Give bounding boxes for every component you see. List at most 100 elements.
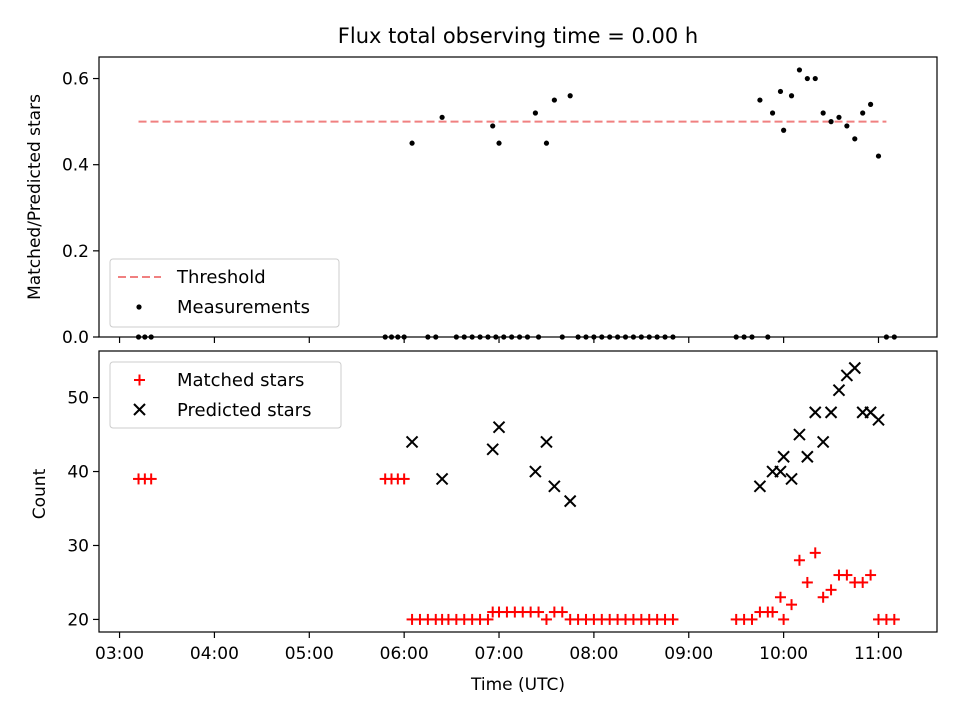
bottom-ylabel: Count	[30, 468, 50, 519]
matched-star-point	[774, 591, 786, 603]
matched-star-point	[778, 613, 790, 625]
bottom-xlabel: Time (UTC)	[470, 675, 565, 695]
measurement-point	[670, 334, 676, 340]
measurement-point	[836, 114, 842, 120]
top-yticks: 0.0 0.2 0.4 0.6	[62, 70, 99, 348]
predicted-star-point	[435, 472, 449, 486]
matched-star-point	[746, 613, 758, 625]
predicted-star-point	[563, 494, 577, 508]
measurement-point	[875, 153, 882, 159]
predicted-star-point	[801, 450, 814, 463]
measurement-point	[788, 93, 795, 99]
bottom-xtick-label: 10:00	[759, 644, 808, 664]
matched-star-point	[793, 554, 805, 566]
measurement-point	[567, 93, 573, 99]
bottom-xtick-label: 11:00	[854, 644, 903, 664]
measurement-point	[638, 334, 644, 340]
measurement-point	[496, 140, 502, 146]
measurement-point	[599, 334, 605, 340]
legend-predicted-label: Predicted stars	[177, 400, 311, 421]
measurement-point	[867, 101, 874, 107]
measurement-point	[781, 127, 787, 133]
measurement-point	[382, 334, 388, 340]
matched-star-point	[482, 613, 494, 625]
measurement-point	[844, 123, 850, 129]
bottom-yticks: 20 30 40 50	[67, 389, 99, 630]
matched-star-point	[801, 576, 813, 588]
matched-star-point	[809, 547, 821, 559]
bottom-legend-box	[109, 361, 342, 429]
measurement-point	[891, 334, 897, 340]
measurement-point	[439, 114, 445, 120]
bottom-xtick-label: 05:00	[285, 644, 334, 664]
top-panel: Flux total observing time = 0.00 h Match…	[25, 24, 938, 348]
measurement-point	[559, 334, 565, 340]
predicted-star-point	[824, 406, 838, 419]
legend-matched-swatch	[134, 374, 145, 386]
top-legend-box	[109, 258, 340, 328]
measurement-point	[654, 334, 660, 340]
matched-star-point	[556, 606, 568, 618]
predicted-star-point	[785, 472, 798, 486]
bottom-ytick-label: 30	[67, 536, 89, 556]
measurement-point	[453, 334, 459, 340]
bottom-xtick-label: 09:00	[664, 644, 713, 664]
measurement-point	[662, 334, 668, 340]
predicted-star-point	[486, 443, 499, 456]
predicted-star-point	[774, 465, 787, 478]
bottom-xtick-label: 06:00	[380, 644, 429, 664]
matched-star-point	[533, 606, 545, 618]
matched-star-point	[841, 569, 853, 581]
measurement-point	[461, 334, 467, 340]
bottom-xtick-label: 03:00	[95, 644, 144, 664]
bottom-ytick-label: 40	[67, 463, 89, 483]
matched-star-point	[857, 576, 869, 588]
measurement-point	[551, 97, 557, 103]
measurement-point	[820, 110, 826, 116]
measurement-point	[860, 110, 866, 116]
bottom-legend: Matched stars Predicted stars	[109, 361, 342, 429]
matched-star-point	[398, 473, 410, 485]
matched-star-point	[865, 569, 877, 581]
matched-star-point	[540, 613, 552, 625]
measurement-point	[733, 334, 739, 340]
top-ytick-label: 0.6	[62, 70, 89, 90]
measurement-point	[477, 334, 483, 340]
measurement-point	[796, 67, 803, 73]
legend-matched-label: Matched stars	[177, 370, 304, 391]
measurement-point	[812, 75, 818, 82]
bottom-xtick-label: 07:00	[475, 644, 524, 664]
predicted-star-point	[832, 383, 846, 397]
measurement-points	[135, 67, 897, 340]
predicted-star-point	[777, 450, 790, 463]
measurement-point	[622, 334, 629, 340]
measurement-point	[646, 334, 652, 340]
matched-star-point	[767, 606, 779, 618]
bottom-xtick-label: 04:00	[190, 644, 239, 664]
measurement-point	[765, 334, 771, 340]
matched-star-point	[825, 584, 837, 596]
matched-star-point	[888, 613, 900, 625]
measurement-point	[535, 334, 542, 340]
measurement-point	[543, 140, 550, 146]
legend-threshold-label: Threshold	[176, 267, 266, 288]
measurement-point	[388, 334, 395, 340]
top-ytick-label: 0.0	[62, 328, 89, 348]
top-ytick-label: 0.2	[62, 242, 89, 262]
measurement-point	[804, 75, 810, 82]
measurement-point	[883, 334, 890, 340]
measurement-point	[142, 334, 148, 340]
measurement-point	[490, 123, 496, 129]
count-points	[133, 361, 900, 625]
measurement-point	[425, 334, 431, 340]
bottom-axes-frame	[98, 350, 938, 633]
bottom-xticks: 03:00 04:00 05:00 06:00 07:00 08:00 09:00 10:00…	[95, 632, 903, 664]
predicted-star-point	[529, 465, 542, 478]
measurement-point	[749, 334, 755, 340]
predicted-star-point	[848, 361, 861, 375]
chart-title: Flux total observing time = 0.00 h	[338, 24, 698, 48]
measurement-point	[135, 334, 142, 340]
predicted-star-point	[816, 435, 830, 449]
matched-star-point	[145, 473, 157, 485]
